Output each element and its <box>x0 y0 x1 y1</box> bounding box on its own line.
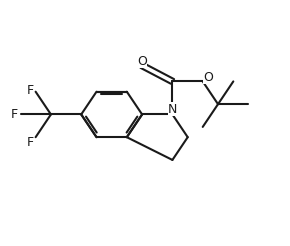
Text: F: F <box>27 84 34 97</box>
Text: N: N <box>168 103 177 116</box>
Text: F: F <box>11 108 18 121</box>
Text: O: O <box>137 55 147 68</box>
Text: F: F <box>27 136 34 149</box>
Text: O: O <box>204 71 213 83</box>
